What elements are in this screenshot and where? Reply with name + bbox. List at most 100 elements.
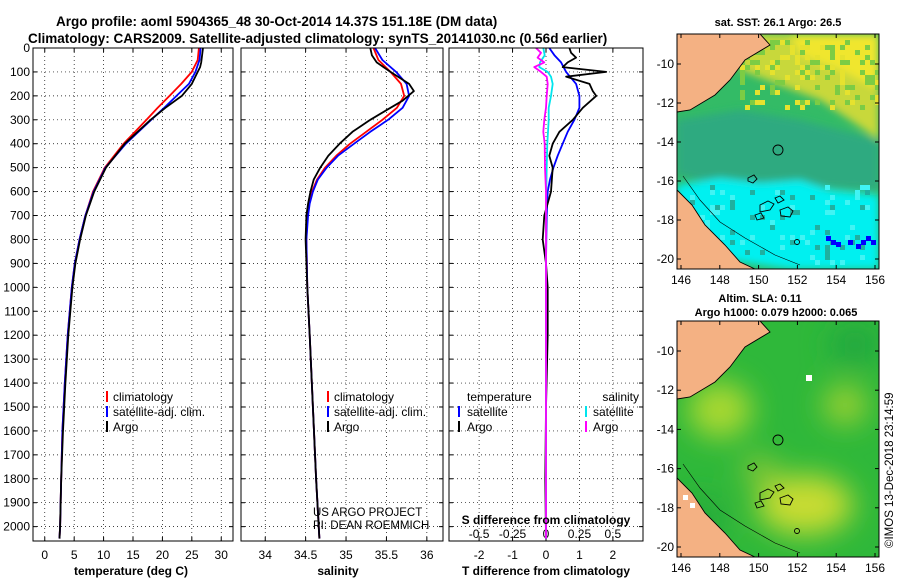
sst-pixel: [780, 235, 785, 240]
y-tick-label: 1300: [3, 352, 30, 366]
sst-pixel: [865, 190, 870, 195]
x-tick-label: 25: [185, 548, 199, 562]
secondary-x-tick-label: -0.5: [469, 527, 490, 541]
map-x-tick-label: 154: [826, 561, 846, 575]
y-tick-label: 900: [10, 256, 30, 270]
sst-pixel: [745, 105, 750, 110]
series-line-climatology: [305, 48, 406, 539]
y-tick-label: 400: [10, 137, 30, 151]
sst-pixel: [840, 260, 845, 265]
sst-pixel-cool: [826, 236, 831, 241]
difference-legend: temperature salinity satellite Argo sate…: [458, 390, 639, 434]
sla-map-title-line1: Altim. SLA: 0.11: [718, 293, 801, 305]
map-x-tick-label: 150: [749, 273, 769, 287]
map-x-tick-label: 152: [787, 273, 807, 287]
map-y-tick-label: -12: [657, 96, 675, 110]
sst-pixel: [830, 195, 835, 200]
sst-pixel: [840, 80, 845, 85]
sst-pixel: [795, 210, 800, 215]
sst-pixel: [785, 40, 790, 45]
sst-pixel: [830, 100, 835, 105]
sst-pixel: [750, 100, 755, 105]
sst-pixel: [760, 215, 765, 220]
sla-reef-4: [779, 494, 794, 506]
sst-pixel: [770, 90, 775, 95]
sst-pixel: [750, 215, 755, 220]
legend-label-climatology: climatology: [113, 390, 173, 404]
secondary-x-tick-label: 0.25: [568, 527, 592, 541]
sst-pixel: [845, 235, 850, 240]
sst-pixel: [720, 190, 725, 195]
sst-reef-4: [779, 206, 794, 218]
sst-pixel: [775, 65, 780, 70]
legend-swatch-climatology: [106, 391, 108, 402]
sst-pixel: [845, 40, 850, 45]
sst-pixel: [800, 100, 805, 105]
sst-land-southwest: [677, 190, 755, 269]
sst-pixel: [805, 40, 810, 45]
series-line-satellite-adj-clim-: [58, 48, 202, 539]
y-tick-label: 1800: [3, 472, 30, 486]
sst-pixel: [780, 55, 785, 60]
sst-pixel: [855, 50, 860, 55]
sst-pixel: [795, 60, 800, 65]
series-line-argo: [304, 48, 415, 539]
difference-panel: -2 -1 0 1 2-0.5 -0.25 0 0.25 0.5: [448, 47, 644, 562]
sla-gap-1: [806, 375, 812, 381]
sst-pixel: [760, 50, 765, 55]
sst-pixel: [840, 45, 845, 50]
sst-pixel: [800, 70, 805, 75]
sla-coastlines: [677, 321, 801, 557]
y-tick-label: 800: [10, 232, 30, 246]
y-tick-label: 1600: [3, 424, 30, 438]
salinity-panel: 34 34.5 35 35.5 36: [240, 47, 444, 562]
x-tick-label: 5: [71, 548, 78, 562]
sla-high-2: [757, 475, 853, 535]
sst-pixel: [740, 65, 745, 70]
sst-pixel: [815, 260, 820, 265]
y-tick-label: 1100: [4, 304, 30, 318]
sst-pixel: [810, 75, 815, 80]
sst-pixel: [790, 235, 795, 240]
sst-pixel: [840, 60, 845, 65]
sst-pixel: [740, 80, 745, 85]
sst-pixel: [825, 45, 830, 50]
sst-pixel: [775, 90, 780, 95]
map-y-tick-label: -12: [657, 383, 675, 397]
sst-pixel: [705, 220, 710, 225]
sst-pixel: [750, 235, 755, 240]
map-y-tick-label: -20: [657, 540, 675, 554]
sst-pixel: [710, 210, 715, 215]
series-line-t-satellite: [545, 48, 581, 539]
sst-pixel: [815, 245, 820, 250]
sst-pixel: [840, 75, 845, 80]
sst-pixel: [860, 105, 865, 110]
legend-swatch-t-satellite: [458, 406, 460, 417]
x-tick-label: 36: [420, 548, 434, 562]
sst-pixel: [830, 65, 835, 70]
sst-reef-5: [754, 212, 765, 221]
map-y-tick-label: -14: [657, 135, 675, 149]
sst-pixel: [805, 45, 810, 50]
sst-pixel: [715, 210, 720, 215]
sst-coast-north: [677, 34, 771, 113]
figure-title-line2: Climatology: CARS2009. Satellite-adjuste…: [28, 31, 607, 46]
map-y-tick-label: -16: [657, 462, 675, 476]
y-tick-label: 1900: [3, 496, 30, 510]
series-line-argo: [58, 48, 204, 539]
sst-pixel: [805, 75, 810, 80]
sst-pixel: [780, 245, 785, 250]
sst-pixel: [790, 195, 795, 200]
sst-pixel: [720, 205, 725, 210]
x-tick-label: 34.5: [294, 548, 318, 562]
sst-pixel: [825, 200, 830, 205]
sst-pixel: [865, 75, 870, 80]
sst-pixel: [710, 185, 715, 190]
sst-pixel: [760, 205, 765, 210]
sla-reef-6: [794, 528, 800, 534]
sst-pixel: [730, 200, 735, 205]
sst-pixel: [745, 65, 750, 70]
sst-pixel: [870, 95, 875, 100]
sst-pixel: [875, 95, 879, 100]
